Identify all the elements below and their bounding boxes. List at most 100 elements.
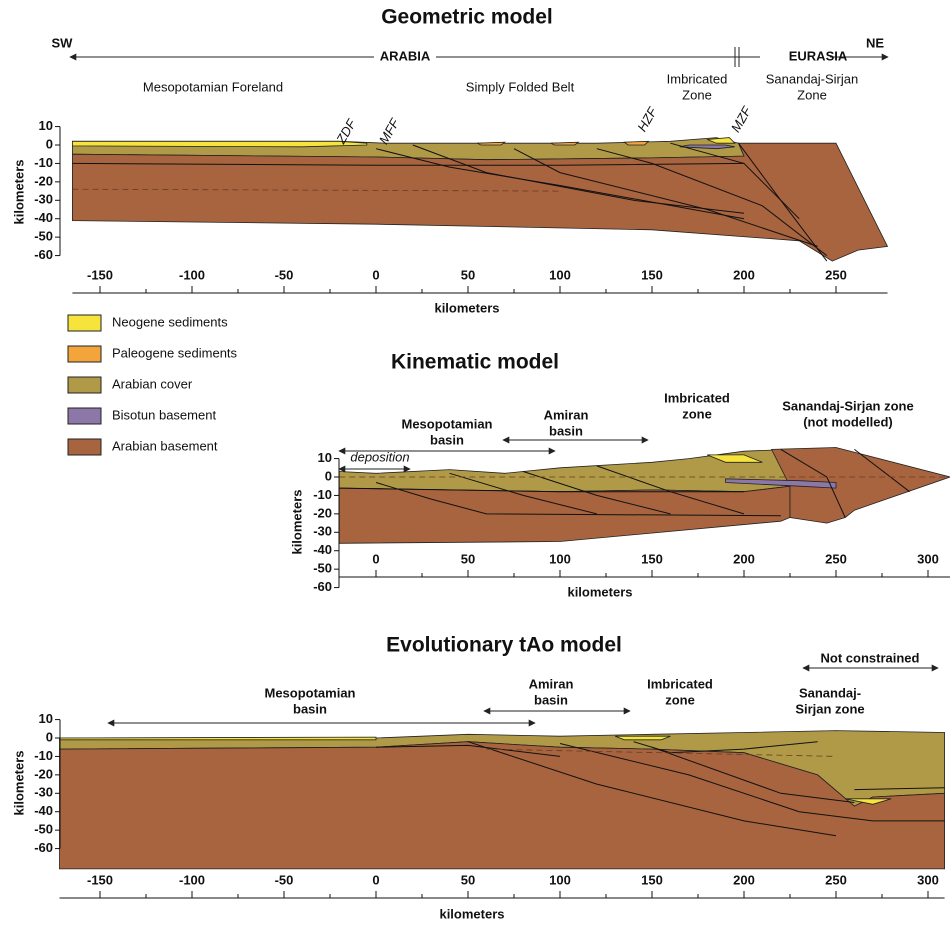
y-tick-label: -60 <box>313 579 332 594</box>
region-label: Sirjan zone <box>795 701 864 716</box>
y-tick-label: -20 <box>34 766 53 781</box>
x-tick-label: 0 <box>372 551 379 566</box>
region-label: MZF <box>728 103 755 135</box>
x-tick-label: 200 <box>733 872 755 887</box>
legend-swatch <box>68 346 101 362</box>
rock-unit <box>60 737 377 740</box>
region-label: Mesopotamian <box>401 416 492 431</box>
region-label: zone <box>682 406 712 421</box>
x-tick-label: -50 <box>275 872 294 887</box>
legend-swatch <box>68 408 101 424</box>
region-label: basin <box>430 432 464 447</box>
x-tick-label: 0 <box>372 872 379 887</box>
region-label: Mesopotamian <box>264 685 355 700</box>
region-label: Amiran <box>529 676 574 691</box>
x-tick-label: -50 <box>275 267 294 282</box>
y-tick-label: 10 <box>318 450 332 465</box>
x-tick-label: 150 <box>641 267 663 282</box>
y-tick-label: 0 <box>46 136 53 151</box>
region-label: SW <box>52 35 74 50</box>
x-tick-label: -100 <box>179 267 205 282</box>
region-label: basin <box>293 701 327 716</box>
region-label: Mesopotamian Foreland <box>143 79 283 94</box>
region-label: Imbricated <box>667 71 728 86</box>
region-label: deposition <box>350 449 409 464</box>
region-label: NE <box>866 35 884 50</box>
y-tick-label: -20 <box>34 173 53 188</box>
y-tick-label: -60 <box>34 247 53 262</box>
y-axis-label: kilometers <box>11 159 26 224</box>
x-tick-label: -100 <box>179 872 205 887</box>
region-label: Zone <box>797 87 827 102</box>
rock-unit <box>477 142 505 145</box>
region-label: basin <box>549 423 583 438</box>
y-tick-label: -50 <box>313 561 332 576</box>
panel-title: Geometric model <box>381 6 553 29</box>
y-tick-label: 0 <box>46 729 53 744</box>
region-label: Zone <box>682 87 712 102</box>
region-label: zone <box>665 692 695 707</box>
region-label: basin <box>534 692 568 707</box>
x-tick-label: 50 <box>461 872 475 887</box>
y-tick-label: -40 <box>34 803 53 818</box>
page: Geometric model SW NE ARABIA EURASIA Mesopota… <box>0 0 950 925</box>
region-label: Not constrained <box>821 650 920 665</box>
y-tick-label: -10 <box>313 487 332 502</box>
x-tick-label: 150 <box>641 872 663 887</box>
panel-title: Kinematic model <box>391 351 559 374</box>
legend-label: Arabian basement <box>112 438 218 453</box>
region-label: Sanandaj- <box>799 685 861 700</box>
x-tick-label: -150 <box>87 872 113 887</box>
y-tick-label: -50 <box>34 229 53 244</box>
x-axis-label: kilometers <box>439 906 504 921</box>
x-tick-label: 250 <box>825 872 847 887</box>
x-tick-label: 100 <box>549 872 571 887</box>
region-label: Imbricated <box>664 390 730 405</box>
y-tick-label: -30 <box>34 192 53 207</box>
x-tick-label: 250 <box>825 551 847 566</box>
y-axis-label: kilometers <box>11 750 26 815</box>
x-tick-label: 200 <box>733 267 755 282</box>
legend-label: Neogene sediments <box>112 314 228 329</box>
region-label: Sanandaj-Sirjan zone <box>782 398 913 413</box>
x-axis-label: kilometers <box>567 584 632 599</box>
legend-swatch <box>68 315 101 331</box>
x-tick-label: 300 <box>917 872 939 887</box>
y-tick-label: -10 <box>34 748 53 763</box>
y-tick-label: -30 <box>34 785 53 800</box>
rock-unit <box>624 141 648 145</box>
legend-label: Arabian cover <box>112 376 193 391</box>
region-label: MFF <box>376 115 403 147</box>
y-tick-label: 10 <box>39 711 53 726</box>
rock-unit <box>72 143 887 261</box>
x-tick-label: -150 <box>87 267 113 282</box>
region-label: Amiran <box>544 407 589 422</box>
y-axis-label: kilometers <box>289 489 304 554</box>
x-tick-label: 100 <box>549 551 571 566</box>
y-tick-label: -30 <box>313 524 332 539</box>
y-tick-label: 0 <box>325 468 332 483</box>
y-tick-label: -40 <box>313 542 332 557</box>
panel-title: Evolutionary tAo model <box>386 634 622 657</box>
legend-swatch <box>68 377 101 393</box>
region-label: Simply Folded Belt <box>466 79 575 94</box>
region-label: ARABIA <box>380 48 431 63</box>
x-tick-label: 150 <box>641 551 663 566</box>
legend-swatch <box>68 439 101 455</box>
x-tick-label: 0 <box>372 267 379 282</box>
rock-unit <box>551 142 579 145</box>
x-tick-label: 100 <box>549 267 571 282</box>
region-label: HZF <box>634 104 660 134</box>
x-tick-label: 50 <box>461 267 475 282</box>
y-tick-label: -10 <box>34 155 53 170</box>
rock-unit <box>72 141 366 147</box>
y-tick-label: -60 <box>34 840 53 855</box>
region-label: EURASIA <box>789 48 848 63</box>
x-tick-label: 250 <box>825 267 847 282</box>
y-tick-label: -50 <box>34 822 53 837</box>
rock-unit <box>615 736 670 740</box>
region-label: Imbricated <box>647 676 713 691</box>
legend-label: Bisotun basement <box>112 407 216 422</box>
y-tick-label: -40 <box>34 210 53 225</box>
y-tick-label: 10 <box>39 118 53 133</box>
